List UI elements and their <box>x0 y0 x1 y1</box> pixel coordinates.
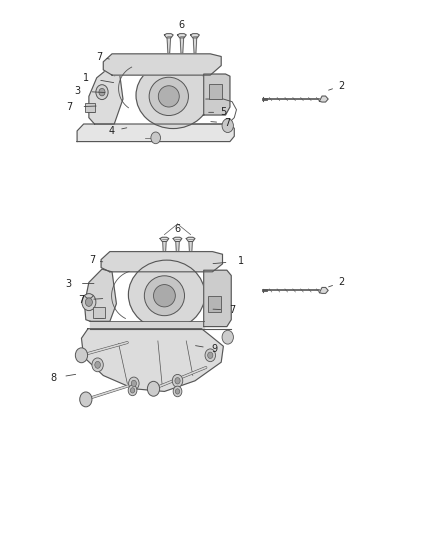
Circle shape <box>222 330 233 344</box>
Circle shape <box>95 361 100 368</box>
Polygon shape <box>89 67 123 124</box>
Polygon shape <box>109 63 120 68</box>
Text: 7: 7 <box>67 102 73 112</box>
Circle shape <box>151 132 160 144</box>
Ellipse shape <box>136 62 210 128</box>
Text: 9: 9 <box>212 344 218 354</box>
Polygon shape <box>163 258 165 262</box>
Circle shape <box>131 380 137 386</box>
Polygon shape <box>164 34 173 38</box>
Polygon shape <box>85 269 117 321</box>
FancyBboxPatch shape <box>209 84 223 99</box>
Ellipse shape <box>128 260 205 329</box>
Text: 7: 7 <box>78 295 85 305</box>
Text: 1: 1 <box>238 256 244 266</box>
Circle shape <box>96 85 108 100</box>
Circle shape <box>148 381 159 396</box>
Circle shape <box>99 88 105 96</box>
Text: 1: 1 <box>83 73 89 83</box>
Ellipse shape <box>145 276 184 316</box>
Polygon shape <box>319 287 328 293</box>
Polygon shape <box>160 237 169 241</box>
Text: 3: 3 <box>65 279 71 288</box>
Polygon shape <box>190 258 191 262</box>
Circle shape <box>131 387 135 393</box>
Text: 7: 7 <box>89 255 95 265</box>
Text: 7: 7 <box>229 305 235 315</box>
Polygon shape <box>177 34 186 38</box>
Polygon shape <box>81 329 223 391</box>
Text: 5: 5 <box>220 107 226 117</box>
Text: 4: 4 <box>109 126 115 136</box>
Circle shape <box>80 392 92 407</box>
Circle shape <box>75 348 88 363</box>
Text: 2: 2 <box>338 278 344 287</box>
Polygon shape <box>173 237 182 241</box>
Circle shape <box>128 385 137 395</box>
Polygon shape <box>193 38 197 53</box>
Polygon shape <box>77 124 234 142</box>
Ellipse shape <box>158 86 179 107</box>
Polygon shape <box>191 34 199 38</box>
Circle shape <box>172 374 183 387</box>
Circle shape <box>129 377 139 390</box>
Polygon shape <box>101 252 223 272</box>
Polygon shape <box>186 237 195 241</box>
Polygon shape <box>103 54 221 75</box>
Circle shape <box>222 119 233 133</box>
Circle shape <box>175 377 180 384</box>
Text: 7: 7 <box>96 52 102 61</box>
Polygon shape <box>177 258 178 262</box>
Polygon shape <box>168 53 170 58</box>
Polygon shape <box>102 265 113 270</box>
Polygon shape <box>176 241 179 258</box>
FancyBboxPatch shape <box>93 308 105 318</box>
Circle shape <box>82 294 96 311</box>
Polygon shape <box>204 74 230 115</box>
Circle shape <box>175 389 180 394</box>
Ellipse shape <box>149 77 188 116</box>
Circle shape <box>208 352 213 359</box>
Polygon shape <box>194 53 196 58</box>
Ellipse shape <box>153 285 175 307</box>
Text: 8: 8 <box>50 373 56 383</box>
Text: 2: 2 <box>338 81 344 91</box>
Text: 6: 6 <box>174 224 180 235</box>
FancyBboxPatch shape <box>85 103 95 112</box>
Circle shape <box>92 358 103 372</box>
FancyBboxPatch shape <box>208 296 221 312</box>
Polygon shape <box>189 241 192 258</box>
Polygon shape <box>167 38 170 53</box>
Polygon shape <box>162 241 166 258</box>
Polygon shape <box>180 38 184 53</box>
Circle shape <box>205 349 215 362</box>
Polygon shape <box>204 270 231 327</box>
Text: 6: 6 <box>179 20 185 30</box>
Text: 3: 3 <box>74 86 80 96</box>
Text: 7: 7 <box>224 118 230 128</box>
Polygon shape <box>319 96 328 102</box>
Polygon shape <box>181 53 183 58</box>
Circle shape <box>85 298 92 306</box>
Circle shape <box>173 386 182 397</box>
Polygon shape <box>90 322 204 329</box>
